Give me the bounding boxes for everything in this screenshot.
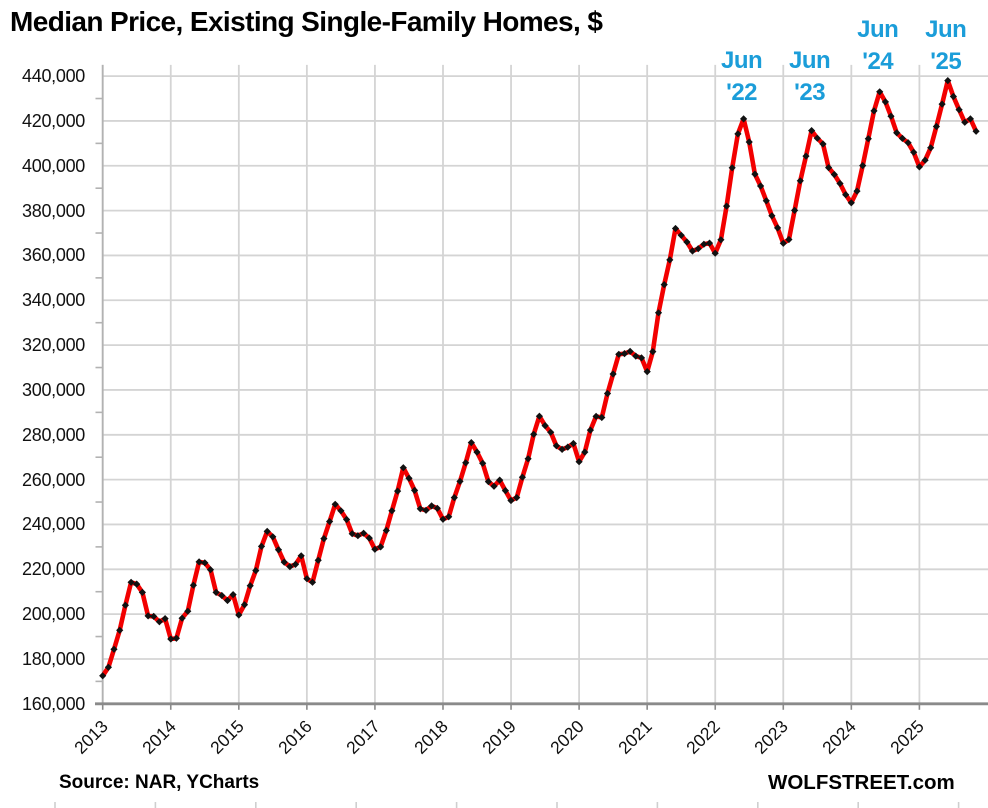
y-axis-tick-label: 240,000 [22, 514, 85, 535]
y-axis-tick-label: 360,000 [22, 245, 85, 266]
y-axis-tick-label: 300,000 [22, 379, 85, 400]
annotation-jun-line2-1: '23 [794, 79, 826, 106]
price-markers [99, 77, 980, 680]
annotation-jun-line1-0: Jun [720, 47, 763, 74]
source-note: Source: NAR, YCharts [59, 772, 260, 793]
y-axis-tick-label: 200,000 [22, 604, 85, 625]
y-axis-tick-label: 420,000 [22, 110, 85, 131]
y-axis-tick-label: 400,000 [22, 155, 85, 176]
y-axis-tick-label: 160,000 [22, 693, 85, 714]
y-axis-tick-label: 320,000 [22, 335, 85, 356]
annotation-jun-line1-2: Jun [857, 16, 899, 43]
annotation-jun-line1-3: Jun [925, 16, 967, 43]
y-axis-tick-label: 340,000 [22, 290, 85, 311]
y-axis-tick-label: 260,000 [22, 469, 85, 490]
annotation-jun-line2-3: '25 [930, 48, 962, 75]
y-axis-tick-label: 380,000 [22, 200, 85, 221]
annotation-jun-line2-2: '24 [862, 48, 894, 75]
price-line [100, 78, 979, 679]
annotation-jun-line2-0: '22 [726, 79, 758, 106]
chart-title: Median Price, Existing Single-Family Hom… [10, 6, 603, 37]
y-axis-tick-label: 180,000 [22, 648, 85, 669]
y-axis-tick-label: 220,000 [22, 559, 85, 580]
annotation-jun-line1-1: Jun [789, 47, 831, 74]
y-axis-tick-label: 440,000 [22, 66, 85, 87]
brand-wolfstreet: WOLFSTREET.com [768, 771, 955, 794]
y-axis-tick-label: 280,000 [22, 424, 85, 445]
